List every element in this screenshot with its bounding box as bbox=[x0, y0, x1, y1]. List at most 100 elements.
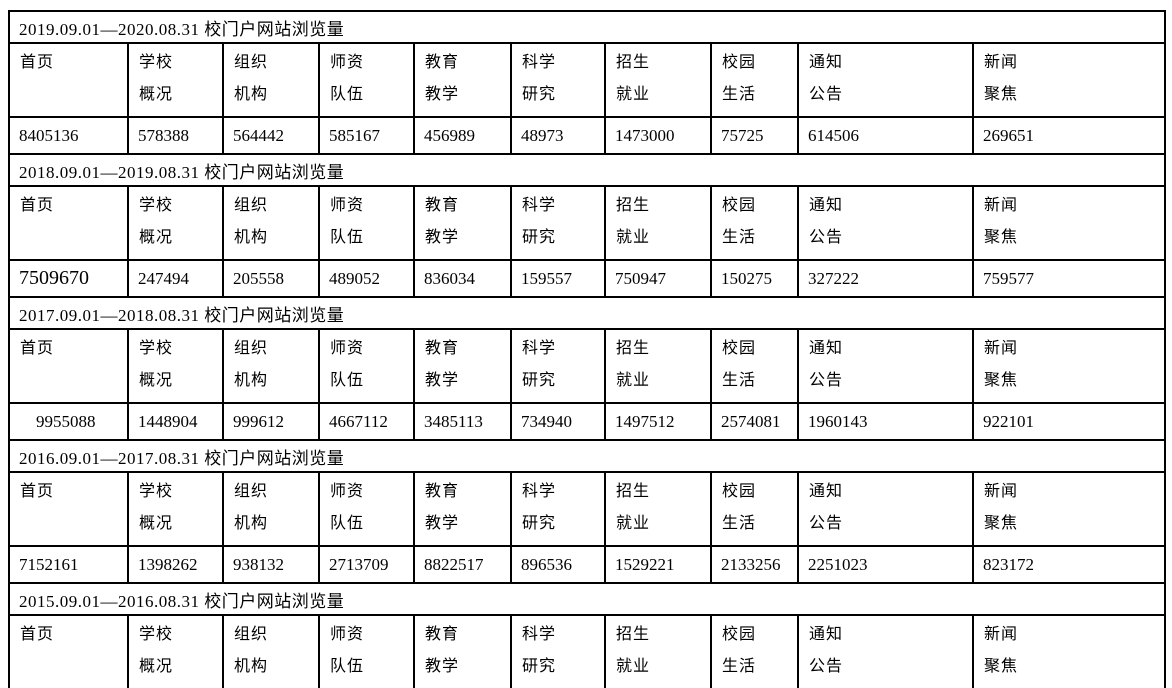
column-header-scientific-research: 科学 研究 bbox=[510, 471, 606, 547]
section-data-row: 7509670 247494 205558 489052 836034 159557 750… bbox=[8, 259, 1166, 298]
column-header-line1: 招生 bbox=[616, 197, 651, 214]
column-header-line2: 教学 bbox=[425, 86, 460, 103]
column-header-line1: 学校 bbox=[139, 483, 174, 500]
column-header-line2: 研究 bbox=[522, 229, 557, 246]
section-title: 2015.09.01—2016.08.31 校门户网站浏览量 bbox=[8, 582, 1166, 616]
column-header-scientific-research: 科学 研究 bbox=[510, 42, 606, 118]
column-header-line1: 新闻 bbox=[984, 626, 1019, 643]
column-header-line1: 通知 bbox=[809, 197, 844, 214]
pageview-value-scientific-research: 159557 bbox=[510, 259, 606, 298]
column-header-notices-announcements: 通知 公告 bbox=[797, 614, 974, 688]
column-header-home: 首页 bbox=[8, 42, 129, 118]
pageview-value-school-overview: 1398262 bbox=[127, 545, 224, 584]
section-title: 2017.09.01—2018.08.31 校门户网站浏览量 bbox=[8, 296, 1166, 330]
column-header-line2: 概况 bbox=[139, 86, 174, 103]
column-header-line2: 教学 bbox=[425, 229, 460, 246]
pageview-value-faculty-team: 4667112 bbox=[318, 402, 415, 441]
section-title-row: 2018.09.01—2019.08.31 校门户网站浏览量 bbox=[8, 153, 1166, 187]
pageview-value-organization: 205558 bbox=[222, 259, 320, 298]
section-title-row: 2016.09.01—2017.08.31 校门户网站浏览量 bbox=[8, 439, 1166, 473]
column-header-faculty-team: 师资 队伍 bbox=[318, 471, 415, 547]
column-header-line1: 教育 bbox=[425, 626, 460, 643]
column-header-line1: 组织 bbox=[234, 197, 269, 214]
column-header-line1: 学校 bbox=[139, 197, 174, 214]
column-header-line1: 科学 bbox=[522, 197, 557, 214]
pageview-value-campus-life: 150275 bbox=[710, 259, 799, 298]
section-title-row: 2015.09.01—2016.08.31 校门户网站浏览量 bbox=[8, 582, 1166, 616]
column-header-campus-life: 校园 生活 bbox=[710, 328, 799, 404]
pageview-value-education-teaching: 3485113 bbox=[413, 402, 512, 441]
column-header-school-overview: 学校 概况 bbox=[127, 185, 224, 261]
column-header-line2: 研究 bbox=[522, 372, 557, 389]
column-header-line1: 首页 bbox=[20, 626, 55, 643]
column-header-notices-announcements: 通知 公告 bbox=[797, 42, 974, 118]
section-title-row: 2017.09.01—2018.08.31 校门户网站浏览量 bbox=[8, 296, 1166, 330]
column-header-line2: 公告 bbox=[809, 515, 844, 532]
column-header-line1: 师资 bbox=[330, 340, 365, 357]
section-data-row: 7152161 1398262 938132 2713709 8822517 896536… bbox=[8, 545, 1166, 584]
pageview-value-admissions-employment: 1497512 bbox=[604, 402, 712, 441]
column-header-faculty-team: 师资 队伍 bbox=[318, 185, 415, 261]
column-header-line1: 通知 bbox=[809, 626, 844, 643]
column-header-line2: 公告 bbox=[809, 658, 844, 675]
column-header-organization: 组织 机构 bbox=[222, 614, 320, 688]
column-header-line1: 学校 bbox=[139, 54, 174, 71]
column-header-scientific-research: 科学 研究 bbox=[510, 185, 606, 261]
column-header-news-focus: 新闻 聚焦 bbox=[972, 614, 1166, 688]
pageview-value-notices-announcements: 614506 bbox=[797, 116, 974, 155]
column-header-line1: 科学 bbox=[522, 340, 557, 357]
column-header-education-teaching: 教育 教学 bbox=[413, 614, 512, 688]
column-header-admissions-employment: 招生 就业 bbox=[604, 471, 712, 547]
column-header-home: 首页 bbox=[8, 185, 129, 261]
pageview-value-news-focus: 922101 bbox=[972, 402, 1166, 441]
column-header-line1: 科学 bbox=[522, 483, 557, 500]
column-header-line1: 教育 bbox=[425, 340, 460, 357]
column-header-line1: 组织 bbox=[234, 483, 269, 500]
section-data-row: 8405136 578388 564442 585167 456989 48973 1473… bbox=[8, 116, 1166, 155]
column-header-home: 首页 bbox=[8, 614, 129, 688]
column-header-line2: 研究 bbox=[522, 515, 557, 532]
column-header-line1: 校园 bbox=[722, 340, 757, 357]
column-header-scientific-research: 科学 研究 bbox=[510, 614, 606, 688]
pageview-value-home: 9955088 bbox=[8, 402, 129, 441]
column-header-line1: 通知 bbox=[809, 54, 844, 71]
column-header-line2: 教学 bbox=[425, 372, 460, 389]
column-header-line1: 学校 bbox=[139, 340, 174, 357]
pageview-value-admissions-employment: 1529221 bbox=[604, 545, 712, 584]
column-header-line1: 师资 bbox=[330, 483, 365, 500]
column-header-line2: 研究 bbox=[522, 658, 557, 675]
column-header-line1: 师资 bbox=[330, 197, 365, 214]
column-header-line2: 生活 bbox=[722, 658, 757, 675]
column-header-line2: 公告 bbox=[809, 372, 844, 389]
column-header-line1: 学校 bbox=[139, 626, 174, 643]
pageview-value-organization: 938132 bbox=[222, 545, 320, 584]
column-header-education-teaching: 教育 教学 bbox=[413, 328, 512, 404]
column-header-line2: 机构 bbox=[234, 86, 269, 103]
section-header-row: 首页 学校 概况 组织 机构 师资 队伍 教育 教学 科学 研究 招生 就业 校园 生活 通知 公告 新闻 聚焦 bbox=[8, 614, 1166, 688]
pageview-value-organization: 564442 bbox=[222, 116, 320, 155]
column-header-line1: 教育 bbox=[425, 54, 460, 71]
column-header-notices-announcements: 通知 公告 bbox=[797, 471, 974, 547]
pageview-table: 2019.09.01—2020.08.31 校门户网站浏览量 首页 学校 概况 组织机… bbox=[8, 10, 1166, 688]
column-header-line2: 就业 bbox=[616, 86, 651, 103]
column-header-news-focus: 新闻 聚焦 bbox=[972, 471, 1166, 547]
pageview-value-education-teaching: 836034 bbox=[413, 259, 512, 298]
column-header-admissions-employment: 招生 就业 bbox=[604, 328, 712, 404]
column-header-line2: 概况 bbox=[139, 658, 174, 675]
column-header-line2: 队伍 bbox=[330, 372, 365, 389]
column-header-scientific-research: 科学 研究 bbox=[510, 328, 606, 404]
column-header-organization: 组织 机构 bbox=[222, 185, 320, 261]
pageview-value-education-teaching: 8822517 bbox=[413, 545, 512, 584]
column-header-line1: 师资 bbox=[330, 626, 365, 643]
column-header-organization: 组织 机构 bbox=[222, 42, 320, 118]
column-header-admissions-employment: 招生 就业 bbox=[604, 185, 712, 261]
section-title: 2019.09.01—2020.08.31 校门户网站浏览量 bbox=[8, 10, 1166, 44]
pageview-value-campus-life: 2574081 bbox=[710, 402, 799, 441]
column-header-line1: 招生 bbox=[616, 626, 651, 643]
pageview-value-home: 7509670 bbox=[8, 259, 129, 298]
column-header-line2: 就业 bbox=[616, 229, 651, 246]
column-header-line2: 聚焦 bbox=[984, 86, 1019, 103]
column-header-line2: 公告 bbox=[809, 229, 844, 246]
section-header-row: 首页 学校 概况 组织 机构 师资 队伍 教育 教学 科学 研究 招生 就业 校园 生活 通知 公告 新闻 聚焦 bbox=[8, 471, 1166, 547]
pageview-value-campus-life: 75725 bbox=[710, 116, 799, 155]
